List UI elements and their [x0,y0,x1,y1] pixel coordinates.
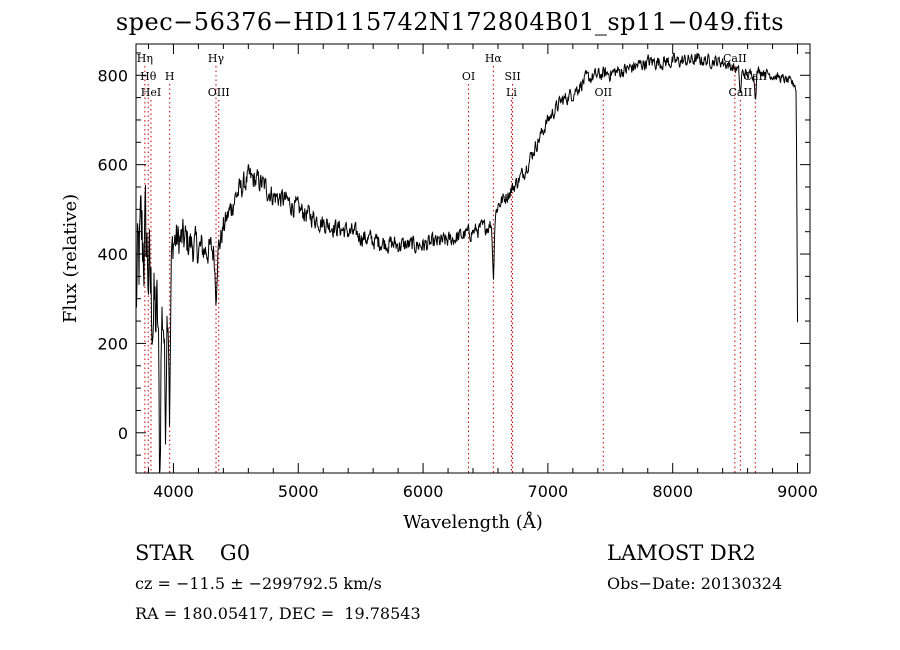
observation-date: Obs−Date: 20130324 [607,574,783,593]
chart-title: spec−56376−HD115742N172804B01_sp11−049.f… [115,8,785,36]
line-marker-label: OI [462,70,475,83]
x-tick-label: 4000 [153,482,194,501]
survey-name: LAMOST DR2 [607,541,756,565]
line-marker-label: Hγ [208,52,225,65]
line-marker-label: Hα [485,52,503,65]
x-tick-label: 8000 [652,482,693,501]
y-axis-label: Flux (relative) [60,194,81,323]
line-marker-label: Hθ [140,70,157,83]
x-tick-label: 5000 [278,482,319,501]
line-marker-label: Li [506,86,517,99]
line-marker-label: OII [594,86,612,99]
x-tick-label: 7000 [528,482,569,501]
line-marker-label: Hη [137,52,153,65]
y-tick-label: 0 [118,424,128,443]
line-marker-label: CaII [723,52,747,65]
y-tick-label: 600 [97,156,128,175]
y-tick-label: 800 [97,66,128,85]
plot-frame [135,43,811,474]
x-tick-label: 6000 [403,482,444,501]
y-tick-label: 400 [97,245,128,264]
x-tick-label: 9000 [777,482,818,501]
line-marker-label: OIII [208,86,230,99]
axes: 4000 5000 6000 7000 8000 9000 0 200 400 600 800 [97,44,818,501]
object-class: STAR G0 [135,541,251,565]
redshift-readout: cz = −11.5 ± −299792.5 km/s [135,574,382,593]
line-marker-label: SII [504,70,520,83]
spectrum-line [135,52,798,474]
line-marker-label: H [165,70,175,83]
y-tick-label: 200 [97,334,128,353]
line-marker-label: HeI [141,86,161,99]
x-axis-label: Wavelength (Å) [403,511,543,533]
coordinates-readout: RA = 180.05417, DEC = 19.78543 [135,604,421,623]
